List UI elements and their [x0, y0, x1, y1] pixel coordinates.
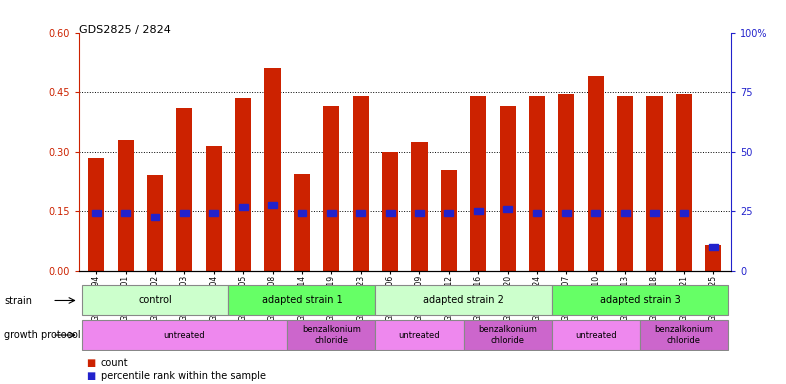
Bar [382, 152, 399, 271]
Bar [552, 285, 728, 316]
Bar [500, 106, 516, 271]
Bar [640, 320, 728, 350]
Text: growth protocol: growth protocol [4, 330, 80, 340]
Text: strain: strain [4, 296, 32, 306]
Bar [591, 210, 601, 216]
Bar [680, 210, 689, 216]
Bar [444, 210, 454, 216]
Bar [235, 98, 252, 271]
Bar [118, 140, 134, 271]
Bar [323, 106, 340, 271]
Bar [386, 210, 395, 216]
Bar [558, 94, 575, 271]
Bar [294, 174, 310, 271]
Bar [180, 210, 189, 216]
Text: untreated: untreated [163, 331, 205, 339]
Bar [82, 285, 229, 316]
Bar [464, 320, 552, 350]
Bar [552, 320, 640, 350]
Bar [151, 214, 160, 220]
Text: benzalkonium
chloride: benzalkonium chloride [655, 325, 714, 345]
Bar [529, 96, 545, 271]
Bar [82, 320, 287, 350]
Bar [650, 210, 659, 216]
Bar [376, 320, 464, 350]
Bar [562, 210, 571, 216]
Bar [147, 175, 163, 271]
Bar [92, 210, 101, 216]
Bar [676, 94, 692, 271]
Text: benzalkonium
chloride: benzalkonium chloride [302, 325, 361, 345]
Text: control: control [138, 295, 172, 306]
Bar [121, 210, 130, 216]
Bar [647, 96, 663, 271]
Bar [415, 210, 424, 216]
Text: adapted strain 2: adapted strain 2 [423, 295, 504, 306]
Text: ■: ■ [86, 371, 96, 381]
Bar [88, 158, 105, 271]
Bar [287, 320, 376, 350]
Bar [376, 285, 552, 316]
Text: untreated: untreated [575, 331, 616, 339]
Bar [356, 210, 365, 216]
Bar [327, 210, 336, 216]
Text: adapted strain 3: adapted strain 3 [600, 295, 680, 306]
Bar [441, 170, 457, 271]
Bar [588, 76, 604, 271]
Bar [533, 210, 542, 216]
Bar [268, 202, 277, 209]
Bar [298, 210, 307, 216]
Bar [709, 244, 718, 250]
Bar [470, 96, 487, 271]
Bar [206, 146, 222, 271]
Text: count: count [101, 358, 128, 368]
Text: GDS2825 / 2824: GDS2825 / 2824 [79, 25, 171, 35]
Bar [411, 142, 428, 271]
Bar [229, 285, 376, 316]
Bar [239, 204, 248, 210]
Text: untreated: untreated [399, 331, 440, 339]
Bar [264, 68, 281, 271]
Text: benzalkonium
chloride: benzalkonium chloride [478, 325, 537, 345]
Text: percentile rank within the sample: percentile rank within the sample [101, 371, 266, 381]
Bar [621, 210, 630, 216]
Bar [705, 245, 722, 271]
Bar [617, 96, 634, 271]
Text: adapted strain 1: adapted strain 1 [262, 295, 343, 306]
Bar [474, 208, 483, 214]
Bar [353, 96, 369, 271]
Bar [503, 206, 512, 212]
Bar [176, 108, 193, 271]
Bar [209, 210, 219, 216]
Text: ■: ■ [86, 358, 96, 368]
